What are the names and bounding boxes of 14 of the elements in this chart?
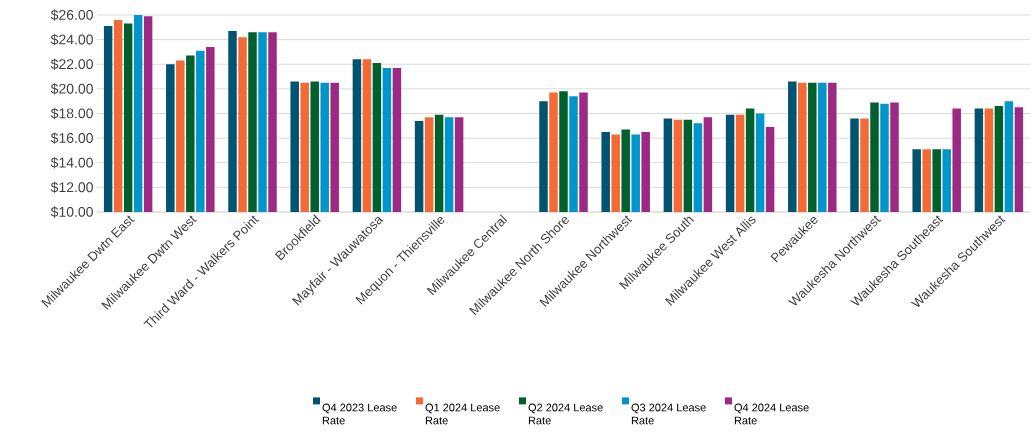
- y-tick-label: $22.00: [50, 58, 93, 70]
- legend-label: Q2 2024 Lease Rate: [528, 403, 603, 425]
- y-tick-label: $18.00: [50, 107, 93, 120]
- y-tick-label: $20.00: [50, 83, 93, 95]
- legend-label: Q1 2024 Lease Rate: [425, 403, 500, 425]
- legend-label: Q3 2024 Lease Rate: [631, 403, 706, 425]
- y-tick-label: $24.00: [50, 33, 93, 46]
- y-tick-label: $16.00: [50, 132, 93, 144]
- y-tick-label: $12.00: [50, 181, 93, 194]
- y-tick-label: $14.00: [50, 157, 93, 169]
- y-tick-label: $26.00: [50, 9, 93, 21]
- legend-label: Q4 2024 Lease Rate: [734, 403, 809, 425]
- y-tick-label: $10.00: [50, 206, 93, 218]
- legend-label: Q4 2023 Lease Rate: [322, 403, 397, 425]
